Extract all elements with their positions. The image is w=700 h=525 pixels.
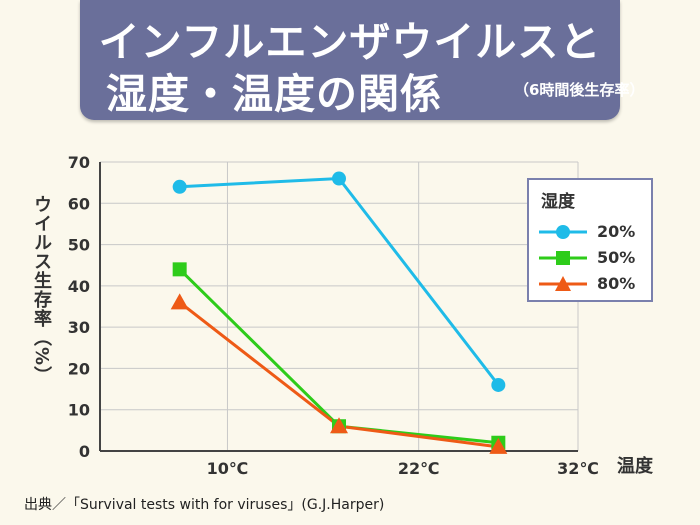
x-axis-label: 温度 (617, 456, 653, 477)
legend-swatch-triangle (539, 276, 587, 291)
legend-swatch-square (539, 251, 587, 265)
series-markers (170, 171, 508, 454)
y-tick-label: 50 (68, 236, 90, 255)
title-banner: インフルエンザウイルスと 湿度・温度の関係 （6時間後生存率） (80, 0, 644, 120)
legend-item-20: 20% (537, 220, 649, 244)
data-point-triangle (170, 293, 189, 310)
y-tick-label: 0 (79, 442, 90, 461)
legend-item-80: 80% (537, 272, 649, 296)
source-credit: 出典／「Survival tests with for viruses」(G.J… (24, 497, 385, 513)
legend-item-50: 50% (537, 246, 649, 270)
y-axis-label: ウイルス生存率（%） (31, 195, 52, 386)
chart-subtitle: （6時間後生存率） (514, 81, 645, 99)
y-tick-label: 70 (68, 153, 90, 172)
legend-label-50: 50% (597, 248, 636, 267)
data-point-circle (332, 171, 346, 186)
x-tick-label: 32℃ (557, 459, 599, 478)
data-point-square (172, 262, 187, 277)
data-point-triangle (489, 437, 508, 454)
chart-title-line1: インフルエンザウイルスと (98, 18, 602, 66)
legend-label-80: 80% (597, 274, 636, 293)
y-tick-label: 20 (68, 359, 90, 378)
legend-title: 湿度 (541, 192, 575, 212)
x-tick-label: 22℃ (398, 459, 440, 478)
data-point-circle (491, 377, 506, 392)
legend: 湿度 20% 50% 80% (527, 178, 653, 302)
data-point-circle (172, 179, 187, 194)
y-tick-label: 40 (68, 277, 90, 296)
axes: 0 10 20 30 40 50 60 70 10℃ 22℃ 32℃ (68, 153, 599, 478)
y-tick-label: 30 (68, 318, 90, 337)
y-tick-label: 10 (68, 401, 90, 420)
y-tick-label: 60 (68, 194, 90, 213)
legend-swatch-circle (539, 225, 587, 239)
legend-label-20: 20% (597, 222, 636, 241)
grid-lines (100, 161, 579, 451)
data-point-triangle (330, 417, 348, 434)
chart-title-line2: 湿度・温度の関係 (106, 70, 442, 118)
x-tick-label: 10℃ (207, 459, 249, 478)
